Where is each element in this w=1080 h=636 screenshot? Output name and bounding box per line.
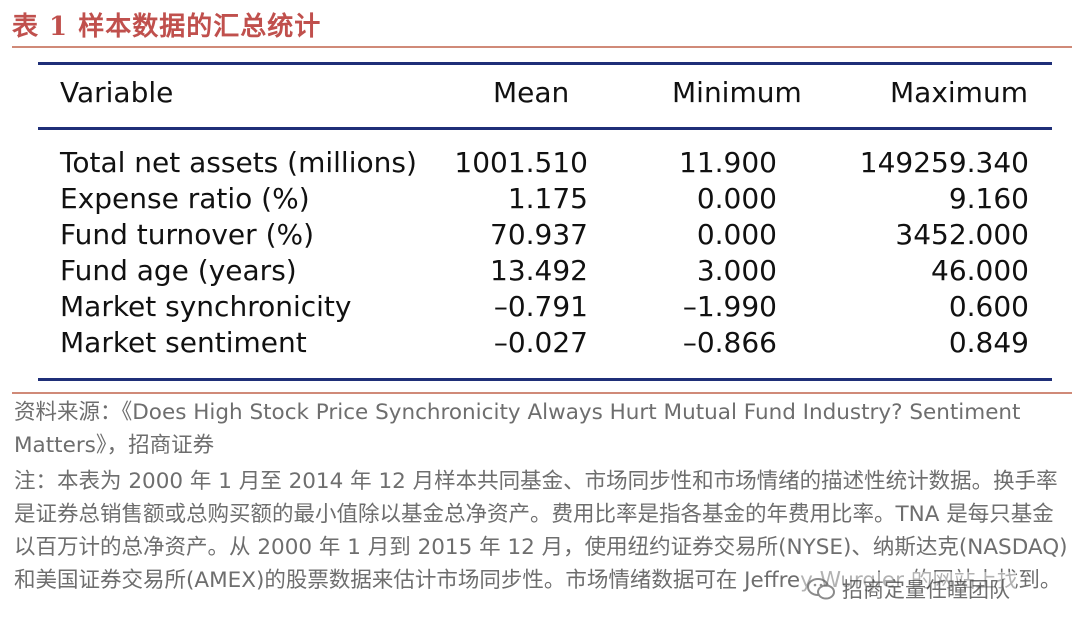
title-divider — [12, 46, 1072, 48]
cell-maximum: 0.600 — [948, 290, 1029, 323]
cell-maximum: 46.000 — [931, 254, 1029, 287]
table-top-rule — [38, 62, 1052, 65]
table-title: 表 1 样本数据的汇总统计 — [12, 12, 322, 42]
cell-mean: 13.492 — [490, 254, 588, 287]
table-row: Expense ratio (%) 1.175 0.000 9.160 — [0, 182, 1080, 218]
cell-maximum: 9.160 — [948, 182, 1029, 215]
cell-maximum: 3452.000 — [895, 218, 1029, 251]
cell-minimum: 11.900 — [679, 146, 777, 179]
cell-variable: Fund turnover (%) — [60, 218, 315, 251]
source-note: 资料来源：《Does High Stock Price Synchronicit… — [14, 400, 1021, 458]
cell-mean: –0.791 — [493, 290, 588, 323]
cell-minimum: 3.000 — [696, 254, 777, 287]
cell-minimum: –1.990 — [682, 290, 777, 323]
cell-mean: 1.175 — [507, 182, 588, 215]
cell-maximum: 0.849 — [948, 326, 1029, 359]
watermark: 招商定量任瞳团队 — [800, 572, 1016, 606]
cell-mean: 1001.510 — [454, 146, 588, 179]
cell-variable: Expense ratio (%) — [60, 182, 310, 215]
cell-mean: –0.027 — [493, 326, 588, 359]
cell-maximum: 149259.340 — [859, 146, 1029, 179]
table-body: Total net assets (millions) 1001.510 11.… — [0, 146, 1080, 362]
cell-variable: Total net assets (millions) — [60, 146, 417, 179]
cell-minimum: 0.000 — [696, 218, 777, 251]
cell-minimum: 0.000 — [696, 182, 777, 215]
table-row: Market synchronicity –0.791 –1.990 0.600 — [0, 290, 1080, 326]
cell-variable: Market sentiment — [60, 326, 307, 359]
header-variable: Variable — [60, 76, 174, 109]
table-row: Fund turnover (%) 70.937 0.000 3452.000 — [0, 218, 1080, 254]
header-minimum: Minimum — [672, 76, 802, 109]
table-bottom-rule — [38, 378, 1052, 381]
cell-mean: 70.937 — [490, 218, 588, 251]
header-mean: Mean — [493, 76, 570, 109]
cell-variable: Market synchronicity — [60, 290, 352, 323]
header-maximum: Maximum — [890, 76, 1028, 109]
footnote: 注：本表为 2000 年 1 月至 2014 年 12 月样本共同基金、市场同步… — [14, 469, 1068, 593]
source-divider — [12, 392, 1072, 394]
cell-variable: Fund age (years) — [60, 254, 297, 287]
table-header-rule — [38, 127, 1052, 130]
wechat-icon — [806, 577, 836, 601]
cell-minimum: –0.866 — [682, 326, 777, 359]
table-row: Market sentiment –0.027 –0.866 0.849 — [0, 326, 1080, 362]
watermark-text: 招商定量任瞳团队 — [842, 578, 1010, 602]
table-row: Total net assets (millions) 1001.510 11.… — [0, 146, 1080, 182]
table-row: Fund age (years) 13.492 3.000 46.000 — [0, 254, 1080, 290]
